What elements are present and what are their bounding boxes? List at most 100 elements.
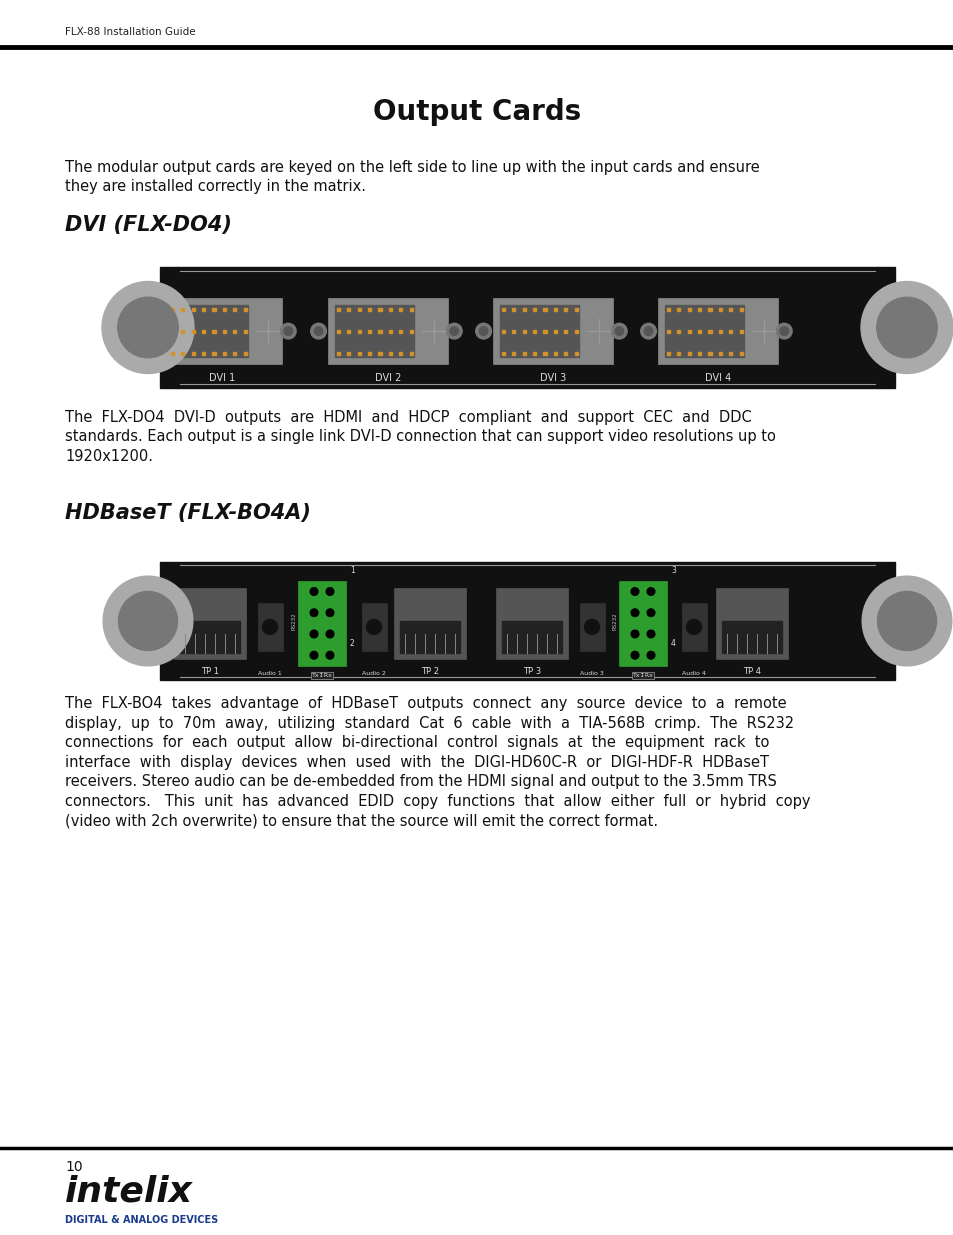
Bar [192, 330, 194, 332]
Text: Audio 2: Audio 2 [362, 672, 386, 677]
Bar [202, 352, 205, 354]
Bar [687, 352, 690, 354]
Bar [357, 352, 360, 354]
Circle shape [310, 588, 317, 595]
Bar [243, 308, 247, 311]
Bar [708, 308, 711, 311]
Text: TP 1: TP 1 [201, 667, 219, 677]
Circle shape [103, 577, 193, 666]
Bar [522, 308, 525, 311]
Bar [698, 352, 700, 354]
Bar [399, 308, 402, 311]
Circle shape [366, 620, 381, 635]
Bar [389, 330, 392, 332]
Bar [335, 305, 414, 357]
Bar [181, 330, 184, 332]
Circle shape [102, 282, 193, 373]
Circle shape [780, 327, 788, 336]
Bar [162, 299, 282, 364]
Bar [680, 604, 706, 651]
Circle shape [631, 588, 639, 595]
Text: OUTPUTS: OUTPUTS [873, 311, 879, 343]
Text: they are installed correctly in the matrix.: they are installed correctly in the matr… [65, 179, 366, 194]
Bar [347, 308, 350, 311]
Bar [181, 308, 184, 311]
Bar [554, 308, 557, 311]
Bar [739, 330, 742, 332]
Text: OUTPUTS: OUTPUTS [174, 311, 181, 343]
Bar [336, 352, 339, 354]
Bar [368, 352, 371, 354]
Bar [666, 308, 669, 311]
Bar [719, 308, 721, 311]
Bar [501, 330, 504, 332]
Bar [347, 330, 350, 332]
Circle shape [311, 324, 326, 338]
Bar [336, 308, 339, 311]
Circle shape [646, 609, 654, 616]
Circle shape [326, 630, 334, 637]
Text: Tx↕Rx: Tx↕Rx [312, 673, 332, 678]
Bar [257, 604, 282, 651]
Bar [618, 580, 666, 666]
Text: Audio 4: Audio 4 [681, 672, 705, 677]
Bar [564, 330, 567, 332]
Bar [719, 352, 721, 354]
Text: DVI 1: DVI 1 [209, 373, 234, 383]
Bar [728, 352, 732, 354]
Circle shape [862, 577, 951, 666]
Bar [677, 308, 679, 311]
Circle shape [776, 324, 791, 338]
Circle shape [584, 620, 598, 635]
Text: Tx↕Rx: Tx↕Rx [632, 673, 653, 678]
Bar [202, 330, 205, 332]
Circle shape [876, 298, 936, 358]
Circle shape [615, 327, 623, 336]
Text: RS232: RS232 [292, 613, 296, 630]
Bar [543, 330, 546, 332]
Text: (video with 2ch overwrite) to ensure that the source will emit the correct forma: (video with 2ch overwrite) to ensure tha… [65, 813, 658, 827]
Bar [169, 305, 248, 357]
Circle shape [877, 592, 936, 651]
Bar [223, 330, 226, 332]
Bar [160, 267, 894, 388]
Bar [501, 352, 504, 354]
Bar [664, 305, 743, 357]
Bar [409, 308, 413, 311]
Text: interface  with  display  devices  when  used  with  the  DIGI-HD60C-R  or  DIGI: interface with display devices when used… [65, 755, 768, 769]
Bar [708, 330, 711, 332]
Bar [409, 352, 413, 354]
Circle shape [280, 324, 295, 338]
Text: 1920x1200.: 1920x1200. [65, 450, 152, 464]
Circle shape [145, 324, 160, 338]
Bar [554, 330, 557, 332]
Bar [512, 308, 515, 311]
Bar [336, 330, 339, 332]
Text: OUTPUTS: OUTPUTS [174, 605, 181, 637]
Text: receivers. Stereo audio can be de-embedded from the HDMI signal and output to th: receivers. Stereo audio can be de-embedd… [65, 774, 776, 789]
Bar [533, 308, 536, 311]
Circle shape [450, 327, 458, 336]
Circle shape [310, 630, 317, 637]
Bar [666, 330, 669, 332]
Bar [666, 352, 669, 354]
Bar [739, 308, 742, 311]
Circle shape [117, 298, 178, 358]
Bar [677, 352, 679, 354]
Text: The  FLX-BO4  takes  advantage  of  HDBaseT  outputs  connect  any  source  devi: The FLX-BO4 takes advantage of HDBaseT o… [65, 697, 786, 711]
Bar [399, 330, 402, 332]
Bar [493, 299, 613, 364]
Bar [716, 588, 787, 658]
Bar [357, 308, 360, 311]
Bar [328, 299, 448, 364]
Circle shape [262, 620, 277, 635]
Text: The modular output cards are keyed on the left side to line up with the input ca: The modular output cards are keyed on th… [65, 161, 759, 175]
Bar [501, 621, 561, 653]
Bar [533, 352, 536, 354]
Text: 10: 10 [65, 1160, 83, 1174]
Circle shape [310, 609, 317, 616]
Bar [378, 352, 381, 354]
Circle shape [476, 324, 491, 338]
Circle shape [631, 630, 639, 637]
Bar [171, 352, 173, 354]
